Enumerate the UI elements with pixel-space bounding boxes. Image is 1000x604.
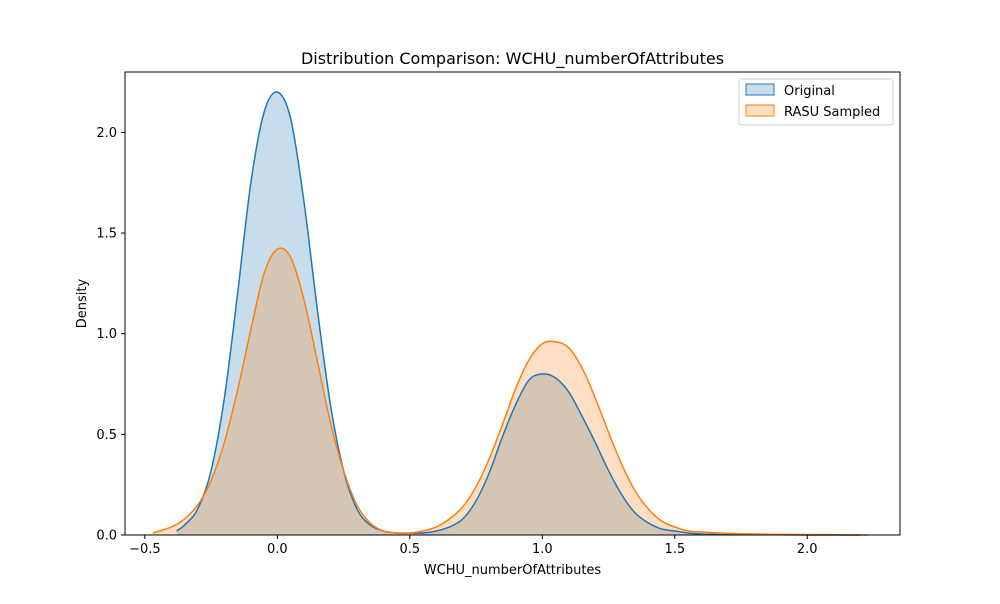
y-tick-label: 1.5	[96, 227, 117, 242]
x-axis-ticks: −0.5 0.0 0.5 1.0 1.5 2.0	[129, 535, 818, 557]
y-tick-label: 2.0	[96, 126, 117, 141]
y-tick-label: 0.5	[96, 428, 117, 443]
chart-title: Distribution Comparison: WCHU_numberOfAt…	[301, 49, 724, 69]
x-tick-label: 1.5	[664, 542, 685, 557]
legend: Original RASU Sampled	[739, 79, 893, 125]
y-tick-label: 0.0	[96, 529, 117, 544]
y-axis-label: Density	[75, 278, 90, 328]
legend-label-original: Original	[784, 84, 835, 99]
y-tick-label: 1.0	[96, 327, 117, 342]
x-tick-label: −0.5	[129, 542, 161, 557]
legend-swatch-rasu-sampled	[746, 105, 774, 116]
legend-label-rasu-sampled: RASU Sampled	[784, 105, 880, 120]
x-axis-label: WCHU_numberOfAttributes	[424, 563, 602, 578]
legend-swatch-original	[746, 84, 774, 95]
x-tick-label: 0.5	[399, 542, 420, 557]
plot-fills	[153, 92, 868, 535]
x-tick-label: 0.0	[267, 542, 288, 557]
y-axis-ticks: 0.0 0.5 1.0 1.5 2.0	[96, 126, 125, 544]
x-tick-label: 1.0	[532, 542, 553, 557]
x-tick-label: 2.0	[797, 542, 818, 557]
